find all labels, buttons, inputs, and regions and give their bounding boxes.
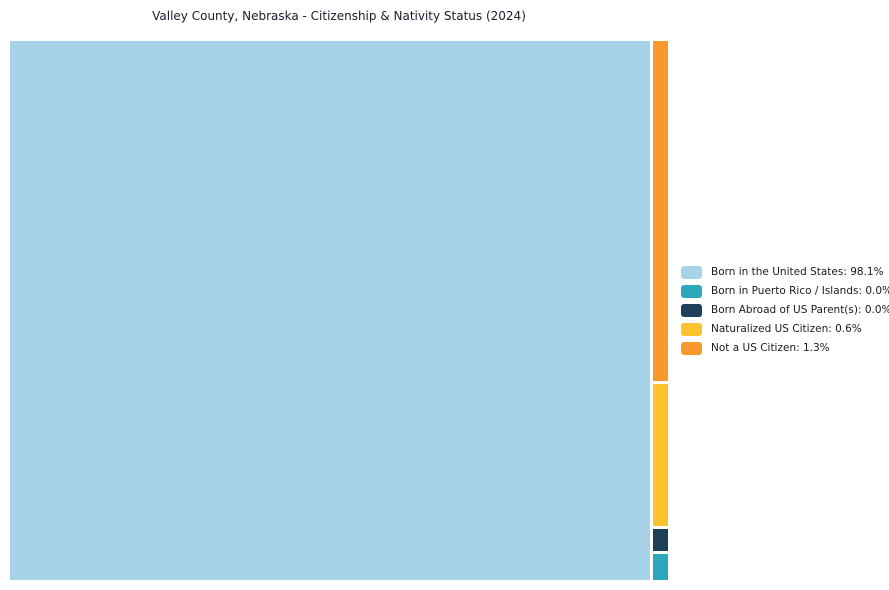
legend-swatch [681, 266, 702, 279]
chart-title: Valley County, Nebraska - Citizenship & … [152, 9, 526, 23]
treemap-rect-born-in-puerto-rico-islands [653, 554, 668, 580]
legend: Born in the United States: 98.1% Born in … [681, 266, 889, 355]
treemap-strip [653, 41, 668, 580]
legend-swatch [681, 342, 702, 355]
treemap-rect-naturalized-us-citizen [653, 384, 668, 526]
legend-item: Born Abroad of US Parent(s): 0.0% [681, 304, 889, 317]
treemap-rect-born-in-united-states [10, 41, 650, 580]
legend-swatch [681, 285, 702, 298]
legend-label: Not a US Citizen: 1.3% [711, 342, 830, 354]
legend-item: Born in the United States: 98.1% [681, 266, 889, 279]
treemap-rect-not-a-us-citizen [653, 41, 668, 381]
legend-swatch [681, 304, 702, 317]
treemap [10, 41, 668, 580]
legend-item: Born in Puerto Rico / Islands: 0.0% [681, 285, 889, 298]
legend-item: Not a US Citizen: 1.3% [681, 342, 889, 355]
treemap-rect-born-abroad-of-us-parents [653, 529, 668, 551]
legend-label: Born in the United States: 98.1% [711, 266, 884, 278]
legend-label: Naturalized US Citizen: 0.6% [711, 323, 862, 335]
legend-label: Born in Puerto Rico / Islands: 0.0% [711, 285, 889, 297]
legend-swatch [681, 323, 702, 336]
legend-item: Naturalized US Citizen: 0.6% [681, 323, 889, 336]
legend-label: Born Abroad of US Parent(s): 0.0% [711, 304, 889, 316]
